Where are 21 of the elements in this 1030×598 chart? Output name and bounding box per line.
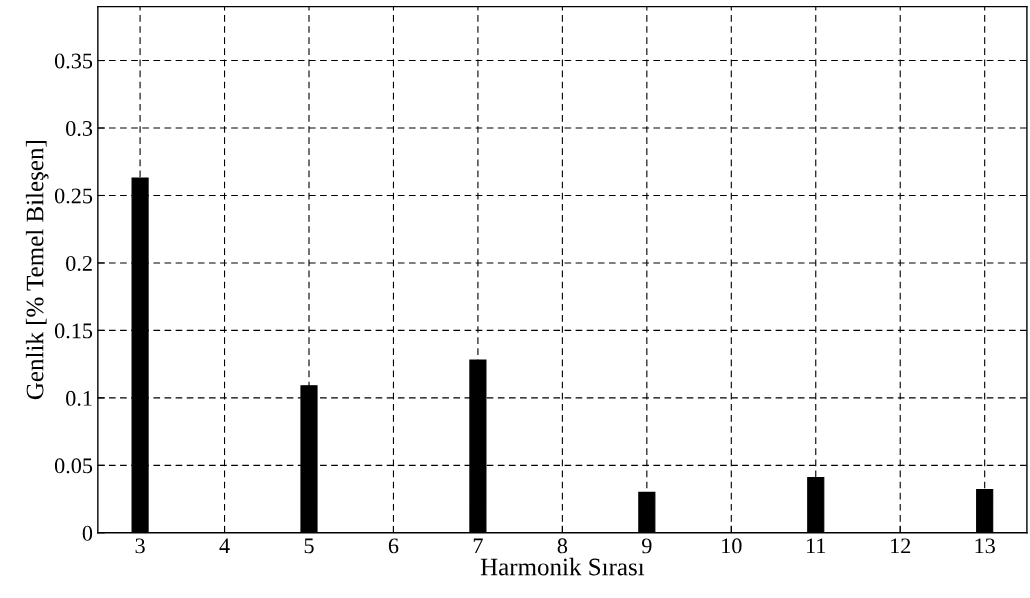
y-tick-label: 0.2 xyxy=(66,255,92,271)
y-tick-label: 0.05 xyxy=(54,458,93,474)
y-tick-label: 0 xyxy=(82,525,93,541)
y-axis-title: Genlik [% Temel Bileşen] xyxy=(25,141,49,400)
y-tick-label: 0.3 xyxy=(66,120,93,137)
x-tick-label: 4 xyxy=(219,538,230,554)
y-tick-label: 0.15 xyxy=(54,323,93,339)
x-tick-label: 7 xyxy=(473,538,483,554)
x-tick-label: 8 xyxy=(557,538,568,554)
x-tick-label: 6 xyxy=(388,538,399,554)
x-tick-label: 11 xyxy=(807,538,826,554)
y-tick-label: 0.1 xyxy=(66,390,92,406)
x-axis-title: Harmonik Sırası xyxy=(480,557,645,576)
y-tick-label: 0.35 xyxy=(54,53,93,69)
x-tick-label: 12 xyxy=(891,538,911,554)
y-tick-label: 0.25 xyxy=(54,188,93,204)
x-tick-label: 5 xyxy=(304,538,314,554)
x-tick-label: 3 xyxy=(135,538,145,554)
x-tick-label: 9 xyxy=(642,538,652,554)
x-tick-label: 10 xyxy=(722,538,742,554)
x-tick-label: 13 xyxy=(975,538,995,554)
